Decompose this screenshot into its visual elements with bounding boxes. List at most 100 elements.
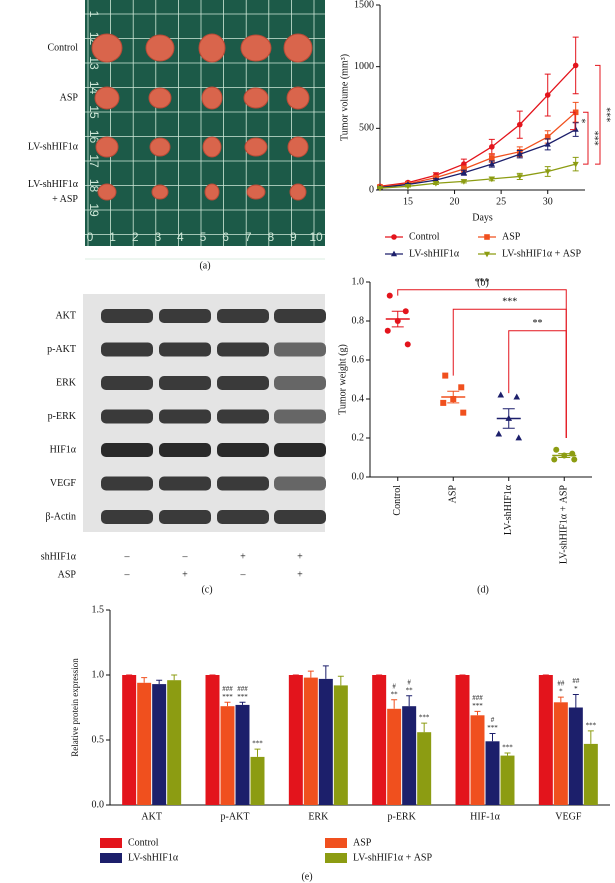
legend-marker [484,234,490,240]
ruler-label: 16 [87,130,101,144]
legend-label: Control [128,837,159,848]
blot-band [101,342,153,357]
ruler-label: 7 [245,230,252,244]
significance-bracket [595,64,601,165]
marker [544,92,551,98]
tumor [151,184,169,200]
tumor [240,34,272,62]
bar [372,675,387,805]
marker [515,434,523,441]
significance-label: *** [419,714,430,722]
marker [513,393,521,400]
x-tick-label: 20 [450,196,460,207]
blot-band [159,342,211,357]
tumor [198,33,226,63]
legend-label: LV-shHIF1α [409,248,460,259]
bar [152,684,167,805]
significance-bracket [397,289,567,438]
bar [470,715,485,805]
blot-band [217,510,269,524]
marker [460,179,467,185]
blot-label: ERK [56,377,77,388]
blot-label: β-Actin [45,511,76,522]
tumor [286,86,310,110]
significance-label: *** [475,277,490,288]
bar [417,732,432,805]
x-tick-label: Control [392,485,403,516]
error-bar [254,748,261,757]
ruler-label: 3 [154,230,161,244]
bar [387,708,402,805]
ruler-label: 6 [222,230,229,244]
marker [458,384,465,391]
legend-label: ASP [353,837,372,848]
blot-band [274,476,326,491]
tumor [97,183,117,201]
marker [505,414,513,421]
error-bar [406,695,413,707]
marker [440,399,447,406]
significance-label: *** [237,693,248,701]
ruler-label: 13 [87,56,101,70]
blot-band [101,376,153,390]
blot-label: p-ERK [48,411,77,422]
marker [404,341,411,348]
y-tick-label: 0.6 [352,354,365,365]
marker [384,327,391,334]
significance-label: ### [222,685,233,693]
y-tick-label: 1000 [354,61,374,72]
bar [220,706,235,805]
y-tick-label: 0.5 [92,734,105,745]
y-axis-label: Tumor volume (mm³) [339,54,350,141]
tumor [243,87,269,109]
x-tick-label: ASP [448,485,459,504]
blot-band [217,342,269,357]
error-bar [489,733,496,742]
x-tick-label: 25 [496,196,506,207]
marker [497,391,505,398]
tumor [283,33,313,63]
error-bar [239,701,246,705]
row-label: ASP [60,92,79,103]
significance-label: *** [472,702,483,710]
blot-band [101,476,153,491]
error-bar [504,752,511,756]
blot-band [274,309,326,323]
legend-marker [390,250,398,257]
bar [235,704,250,805]
bar [250,756,265,805]
ruler-label: 8 [267,230,274,244]
error-bar [141,677,148,683]
bar [122,675,137,805]
significance-label: *** [252,740,263,748]
legend-swatch [100,853,122,863]
blot-band [101,409,153,424]
ruler-label: 1 [109,230,116,244]
y-tick-label: 1.0 [92,669,105,680]
blot-label: HIF1α [50,444,77,455]
series-line [379,128,576,189]
condition-value: + [297,569,303,580]
blot-band [159,443,211,457]
bar [500,755,515,805]
significance-label: * [559,688,563,696]
marker [551,456,558,463]
ruler-label: 4 [177,230,184,244]
y-tick-label: 1500 [354,0,374,10]
marker [495,430,503,437]
significance-label: ## [572,677,580,685]
marker [572,109,579,116]
legend-label: ASP [502,231,521,242]
error-bar [171,674,178,681]
ruler-label: 18 [87,179,101,193]
condition-value: – [182,551,189,562]
x-tick-label: HIF-1α [470,811,500,822]
row-label: + ASP [52,194,78,205]
significance-label: *** [586,722,597,730]
y-tick-label: 0.0 [92,799,105,810]
legend-label: LV-shHIF1α [128,852,179,863]
legend-swatch [325,838,347,848]
condition-value: + [297,551,303,562]
significance-label: *** [502,744,513,752]
x-tick-label: VEGF [555,811,582,822]
